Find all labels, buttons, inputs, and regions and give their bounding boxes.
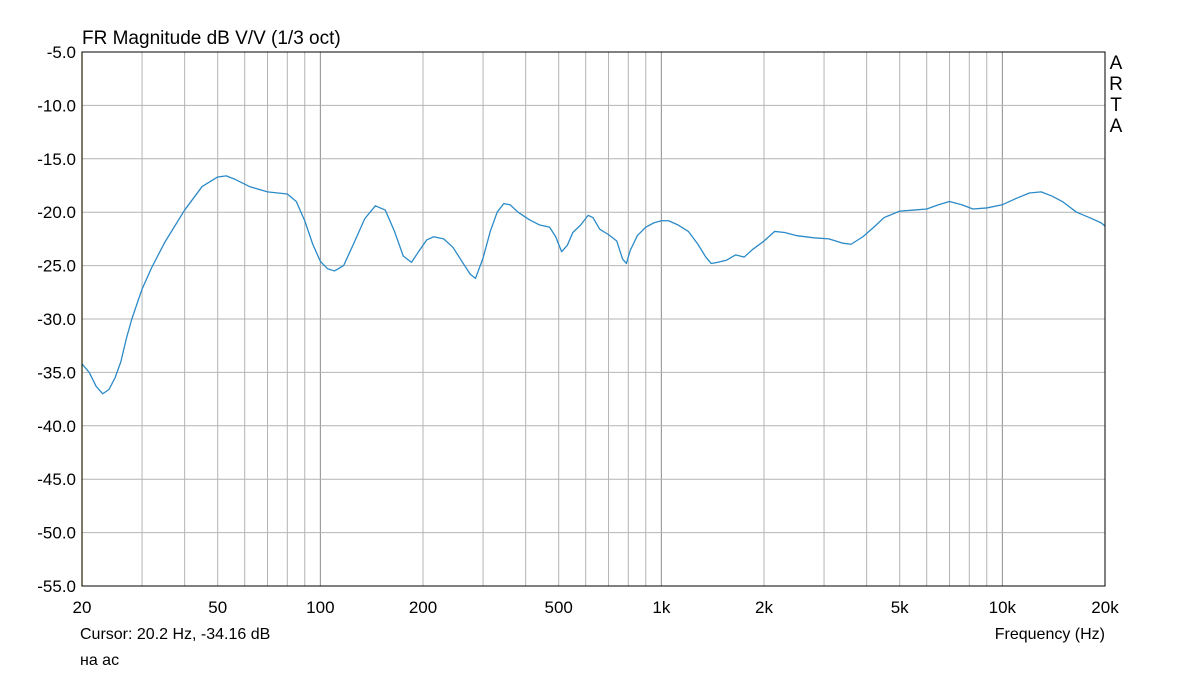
- cursor-readout: Cursor: 20.2 Hz, -34.16 dB: [80, 626, 270, 643]
- x-tick-label: 1k: [652, 598, 670, 617]
- y-tick-label: -50.0: [37, 524, 76, 543]
- plot-frame: [81, 51, 1106, 587]
- y-tick-label: -5.0: [47, 43, 76, 62]
- y-tick-labels: -5.0 -10.0 -15.0 -20.0 -25.0 -30.0 -35.0 -40.0 -…: [37, 43, 76, 596]
- x-tick-labels: 20 50 100 200 500 1k 2k 5k 10k 20k: [73, 598, 1120, 617]
- note-label: на ас: [80, 652, 119, 669]
- y-tick-label: -30.0: [37, 310, 76, 329]
- y-tick-label: -55.0: [37, 577, 76, 596]
- x-tick-label: 10k: [989, 598, 1017, 617]
- x-tick-label: 2k: [755, 598, 773, 617]
- brand-letter: A: [1110, 53, 1123, 74]
- y-tick-label: -35.0: [37, 363, 76, 382]
- chart-title: FR Magnitude dB V/V (1/3 oct): [82, 28, 341, 49]
- y-tick-label: -20.0: [37, 203, 76, 222]
- x-tick-label: 5k: [891, 598, 909, 617]
- y-tick-label: -40.0: [37, 417, 76, 436]
- x-tick-label: 20k: [1091, 598, 1119, 617]
- x-axis-label: Frequency (Hz): [995, 626, 1105, 643]
- series-layer: [81, 175, 1106, 395]
- y-tick-label: -10.0: [37, 96, 76, 115]
- grid-layer: [82, 52, 1105, 586]
- y-tick-label: -45.0: [37, 470, 76, 489]
- y-tick-label: -15.0: [37, 150, 76, 169]
- x-tick-label: 200: [409, 598, 437, 617]
- brand-letter: A: [1110, 116, 1123, 137]
- brand-letter: T: [1110, 95, 1122, 116]
- x-tick-label: 100: [306, 598, 334, 617]
- fr-magnitude-trace: [81, 175, 1106, 395]
- x-tick-label: 50: [208, 598, 227, 617]
- brand-letter: R: [1109, 74, 1123, 95]
- x-tick-label: 500: [545, 598, 573, 617]
- y-tick-label: -25.0: [37, 257, 76, 276]
- x-tick-label: 20: [73, 598, 92, 617]
